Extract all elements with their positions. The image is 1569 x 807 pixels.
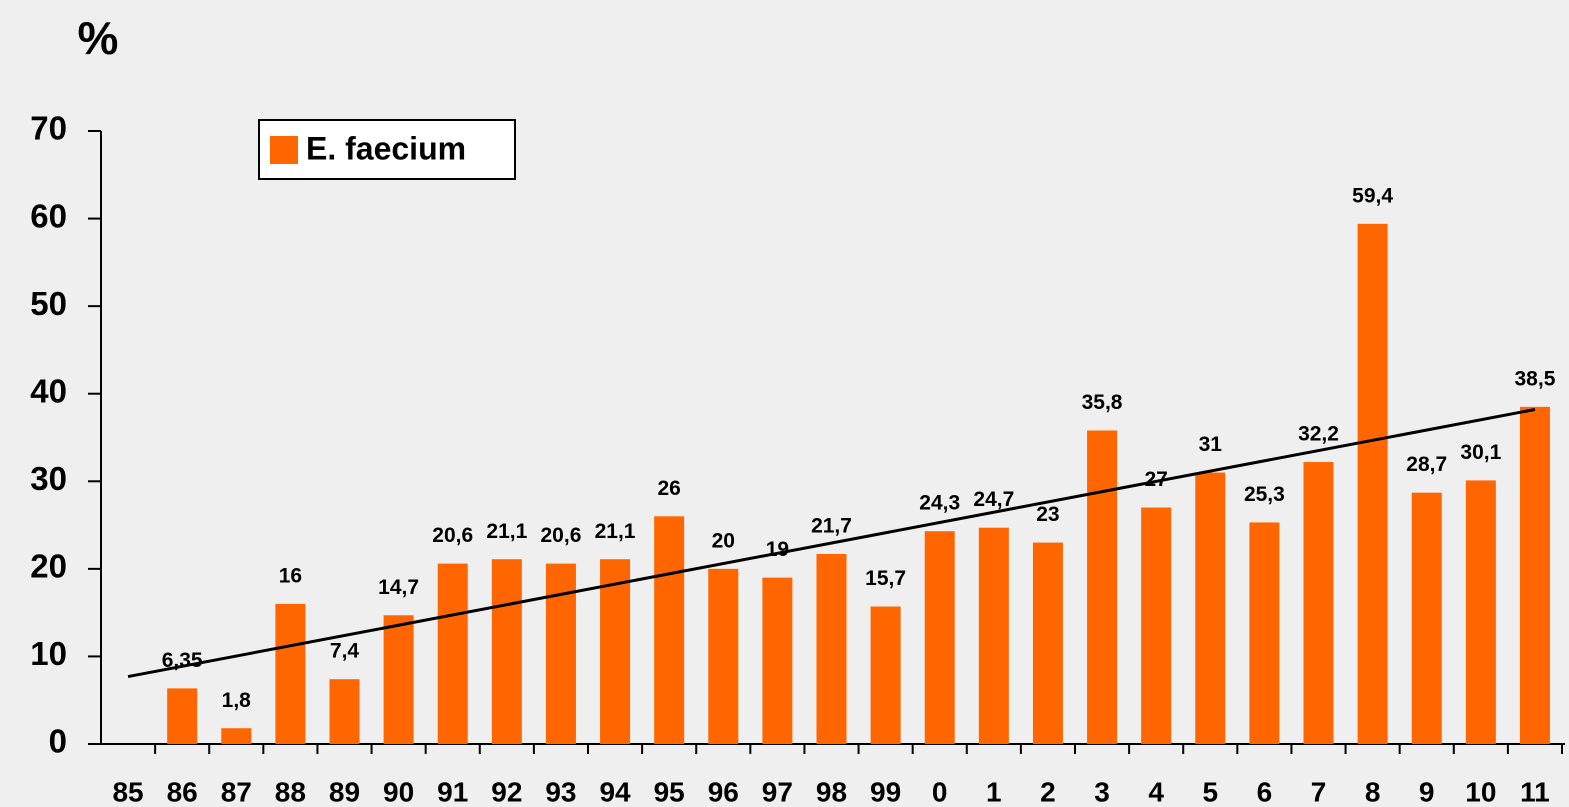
y-tick-label: 50: [30, 285, 67, 322]
x-tick-label: 90: [383, 776, 414, 807]
data-label: 21,1: [595, 520, 636, 543]
bar: [870, 606, 901, 744]
x-tick-label: 1: [986, 776, 1002, 807]
data-label: 30,1: [1460, 441, 1501, 464]
x-tick-label: 7: [1311, 776, 1327, 807]
legend-swatch: [270, 136, 298, 164]
x-tick-label: 85: [112, 776, 143, 807]
data-label: 32,2: [1298, 423, 1339, 446]
x-tick-label: 8: [1365, 776, 1381, 807]
x-tick-label: 99: [870, 776, 901, 807]
data-label: 27: [1144, 468, 1167, 491]
x-tick-label: 2: [1040, 776, 1056, 807]
x-tick-label: 95: [654, 776, 685, 807]
data-label: 19: [766, 538, 789, 561]
x-tick-label: 91: [437, 776, 468, 807]
x-tick-label: 11: [1520, 776, 1550, 807]
trendline: [127, 408, 1536, 679]
legend-box: [258, 119, 516, 180]
bar: [1411, 492, 1442, 744]
bar: [545, 563, 576, 744]
bar: [762, 577, 793, 744]
data-label: 21,7: [811, 515, 852, 538]
x-tick-label: 6: [1257, 776, 1273, 807]
y-unit-label: %: [78, 12, 119, 64]
y-tick-label: 60: [30, 197, 67, 234]
bar: [600, 559, 631, 744]
x-tick-label: 3: [1094, 776, 1110, 807]
data-label: 20,6: [432, 524, 473, 547]
data-label: 25,3: [1244, 483, 1285, 506]
bar: [978, 527, 1009, 744]
bar: [654, 516, 685, 744]
data-label: 1,8: [222, 689, 252, 712]
bar: [1195, 472, 1226, 744]
y-tick-label: 30: [30, 460, 67, 497]
data-label: 15,7: [865, 567, 906, 590]
data-label: 14,7: [378, 576, 419, 599]
x-tick-label: 89: [329, 776, 360, 807]
bar: [275, 603, 306, 744]
bar: [491, 559, 522, 744]
bar: [708, 568, 739, 744]
bar: [1141, 507, 1172, 744]
data-label: 23: [1036, 503, 1059, 526]
data-label: 26: [657, 477, 680, 500]
data-label: 6,35: [162, 649, 203, 672]
x-tick-label: 93: [545, 776, 576, 807]
bar: [1357, 223, 1388, 745]
x-tick-label: 97: [762, 776, 793, 807]
x-tick-label: 0: [932, 776, 948, 807]
bar: [816, 553, 847, 744]
bar: [1087, 430, 1118, 744]
data-label: 24,3: [919, 492, 960, 515]
data-label: 20,6: [541, 524, 582, 547]
data-label: 7,4: [330, 640, 360, 663]
bar: [1465, 480, 1496, 744]
legend-label: E. faecium: [306, 130, 466, 166]
bar: [221, 728, 252, 744]
x-tick-label: 96: [708, 776, 739, 807]
bar: [437, 563, 468, 744]
data-label: 59,4: [1352, 184, 1393, 207]
x-tick-label: 86: [167, 776, 198, 807]
x-tick-label: 88: [275, 776, 306, 807]
x-tick-label: 94: [599, 776, 631, 807]
y-tick-label: 70: [30, 110, 67, 147]
data-label: 24,7: [973, 488, 1014, 511]
x-tick-label: 87: [221, 776, 252, 807]
bar: [329, 679, 360, 744]
y-tick-label: 10: [30, 635, 67, 672]
y-tick-label: 0: [49, 723, 67, 760]
bar: [1032, 542, 1063, 744]
data-label: 38,5: [1515, 367, 1556, 390]
y-tick-label: 20: [30, 548, 67, 585]
y-tick-label: 40: [30, 372, 67, 409]
x-tick-label: 98: [816, 776, 847, 807]
x-tick-label: 4: [1148, 776, 1164, 807]
bar: [1519, 406, 1550, 744]
bar: [1249, 522, 1280, 744]
data-label: 31: [1199, 433, 1223, 456]
x-tick-label: 9: [1419, 776, 1435, 807]
bar: [1303, 462, 1334, 744]
bar: [383, 615, 414, 744]
data-label: 28,7: [1406, 453, 1447, 476]
data-label: 21,1: [486, 520, 527, 543]
x-tick-label: 5: [1202, 776, 1218, 807]
x-tick-label: 92: [491, 776, 522, 807]
x-tick-label: 10: [1465, 776, 1496, 807]
bar: [167, 688, 198, 744]
bar: [924, 531, 955, 744]
data-label: 35,8: [1082, 391, 1123, 414]
data-label: 16: [279, 564, 302, 587]
data-label: 20: [712, 529, 735, 552]
